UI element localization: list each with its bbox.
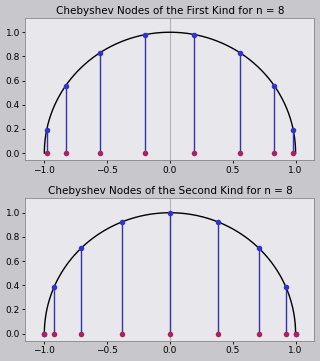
Title: Chebyshev Nodes of the First Kind for n = 8: Chebyshev Nodes of the First Kind for n … (56, 5, 284, 16)
Title: Chebyshev Nodes of the Second Kind for n = 8: Chebyshev Nodes of the Second Kind for n… (48, 186, 292, 196)
